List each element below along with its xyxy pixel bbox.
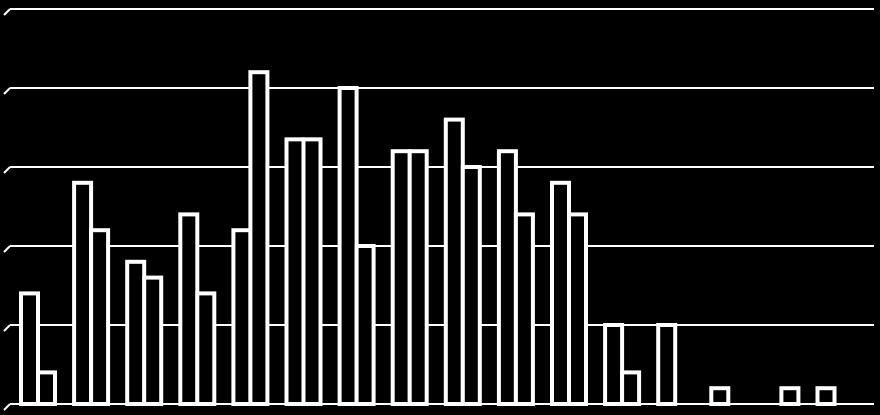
bar-s1-c11 (550, 180, 571, 406)
bar-s1-c16 (815, 386, 837, 407)
bar-s2-c9 (460, 165, 482, 406)
bar-s2-c3 (142, 275, 164, 407)
y-tick-mark-4 (3, 87, 11, 95)
bar-s1-c10 (496, 149, 518, 406)
bar-s2-c8 (407, 149, 429, 406)
bar-s1-c5 (231, 228, 253, 406)
bar-s2-c6 (301, 137, 323, 406)
bar-s2-c1 (36, 370, 57, 406)
bar-s2-c4 (195, 291, 217, 406)
bar-s1-c2 (72, 180, 94, 406)
bar-s2-c2 (89, 228, 111, 406)
bar-s1-c3 (125, 259, 147, 406)
bar-s2-c15 (779, 386, 801, 407)
y-tick-mark-0 (3, 403, 11, 411)
bar-s2-c10 (513, 212, 535, 406)
bar-s2-c7 (354, 244, 376, 406)
bar-s1-c7 (337, 86, 359, 406)
y-tick-mark-1 (3, 324, 11, 332)
bar-s1-c9 (443, 117, 465, 406)
y-tick-mark-5 (3, 8, 11, 16)
bar-series (19, 70, 837, 407)
bar-s1-c13 (656, 323, 678, 406)
bar-s1-c12 (603, 323, 625, 406)
bar-s2-c11 (567, 212, 588, 406)
bar-s1-c4 (178, 212, 200, 406)
bar-s2-c5 (248, 70, 270, 406)
y-tick-mark-2 (3, 245, 11, 253)
bar-s2-c12 (620, 370, 642, 406)
bar-s1-c1 (19, 291, 40, 406)
y-tick-mark-3 (3, 166, 11, 174)
bar-s1-c14 (709, 386, 731, 407)
bar-s1-c6 (284, 137, 306, 406)
bar-s1-c8 (390, 149, 412, 406)
